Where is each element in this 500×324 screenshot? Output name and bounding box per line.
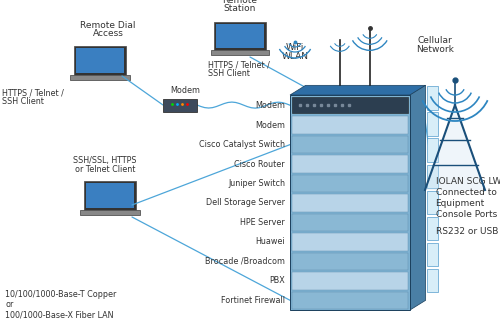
Text: 10/100/1000-Base-T Copper: 10/100/1000-Base-T Copper	[5, 290, 116, 299]
Bar	[86, 182, 134, 208]
Text: Modem: Modem	[170, 86, 200, 95]
Text: Network: Network	[416, 45, 454, 54]
Bar	[216, 24, 264, 48]
Bar	[211, 50, 269, 55]
Bar	[292, 136, 408, 153]
Bar	[426, 191, 438, 214]
Text: or: or	[5, 300, 14, 309]
Text: Juniper Switch: Juniper Switch	[228, 179, 285, 188]
Text: WiFi: WiFi	[286, 43, 304, 52]
Polygon shape	[410, 85, 426, 310]
Text: Connected to: Connected to	[436, 188, 496, 197]
Bar	[80, 210, 140, 215]
Bar	[426, 138, 438, 162]
Text: IOLAN SCG LWM: IOLAN SCG LWM	[436, 177, 500, 186]
Text: Access: Access	[92, 29, 124, 38]
Text: Modem: Modem	[255, 101, 285, 110]
Text: Remote Dial: Remote Dial	[80, 21, 136, 30]
Text: Huawei: Huawei	[256, 237, 285, 246]
Bar	[292, 97, 408, 113]
Text: or Telnet Client: or Telnet Client	[75, 165, 135, 174]
Text: SSH Client: SSH Client	[208, 69, 250, 78]
Bar	[292, 155, 408, 173]
Text: Dell Storage Server: Dell Storage Server	[206, 199, 285, 207]
Bar	[426, 112, 438, 136]
Bar	[292, 194, 408, 212]
Bar	[426, 165, 438, 188]
Bar	[292, 116, 408, 134]
Polygon shape	[290, 85, 426, 95]
Bar	[214, 22, 266, 50]
Bar	[426, 243, 438, 266]
Text: WLAN: WLAN	[282, 52, 308, 61]
Text: 100/1000-Base-X Fiber LAN: 100/1000-Base-X Fiber LAN	[5, 310, 114, 319]
Text: SSH/SSL, HTTPS: SSH/SSL, HTTPS	[73, 156, 137, 165]
Text: Equipment: Equipment	[436, 199, 485, 208]
Text: HTTPS / Telnet /: HTTPS / Telnet /	[208, 60, 270, 69]
Text: Cisco Catalyst Switch: Cisco Catalyst Switch	[199, 140, 285, 149]
Bar	[426, 86, 438, 110]
Bar	[292, 233, 408, 251]
Text: Fortinet Firewall: Fortinet Firewall	[221, 296, 285, 305]
Text: Cellular: Cellular	[418, 36, 452, 45]
Bar	[292, 253, 408, 270]
Text: RS232 or USB: RS232 or USB	[436, 227, 498, 236]
Bar	[292, 175, 408, 192]
Text: SSH Client: SSH Client	[2, 97, 44, 106]
Bar	[74, 46, 126, 75]
Polygon shape	[425, 105, 485, 190]
Text: Remote: Remote	[222, 0, 258, 5]
Text: Console Ports: Console Ports	[436, 210, 497, 219]
Bar	[426, 269, 438, 293]
Text: Brocade /Broadcom: Brocade /Broadcom	[205, 257, 285, 266]
Text: Station: Station	[224, 4, 256, 13]
Text: HPE Server: HPE Server	[240, 218, 285, 227]
Text: Modem: Modem	[255, 121, 285, 130]
Bar	[70, 75, 130, 80]
Text: Cisco Router: Cisco Router	[234, 159, 285, 168]
Bar	[84, 180, 136, 210]
Bar	[76, 48, 124, 73]
Bar	[290, 95, 410, 310]
Bar	[292, 272, 408, 290]
Bar	[292, 214, 408, 231]
Bar	[163, 98, 197, 111]
Text: HTTPS / Telnet /: HTTPS / Telnet /	[2, 88, 64, 97]
Bar	[292, 292, 408, 309]
Text: PBX: PBX	[269, 276, 285, 285]
Bar	[426, 217, 438, 240]
